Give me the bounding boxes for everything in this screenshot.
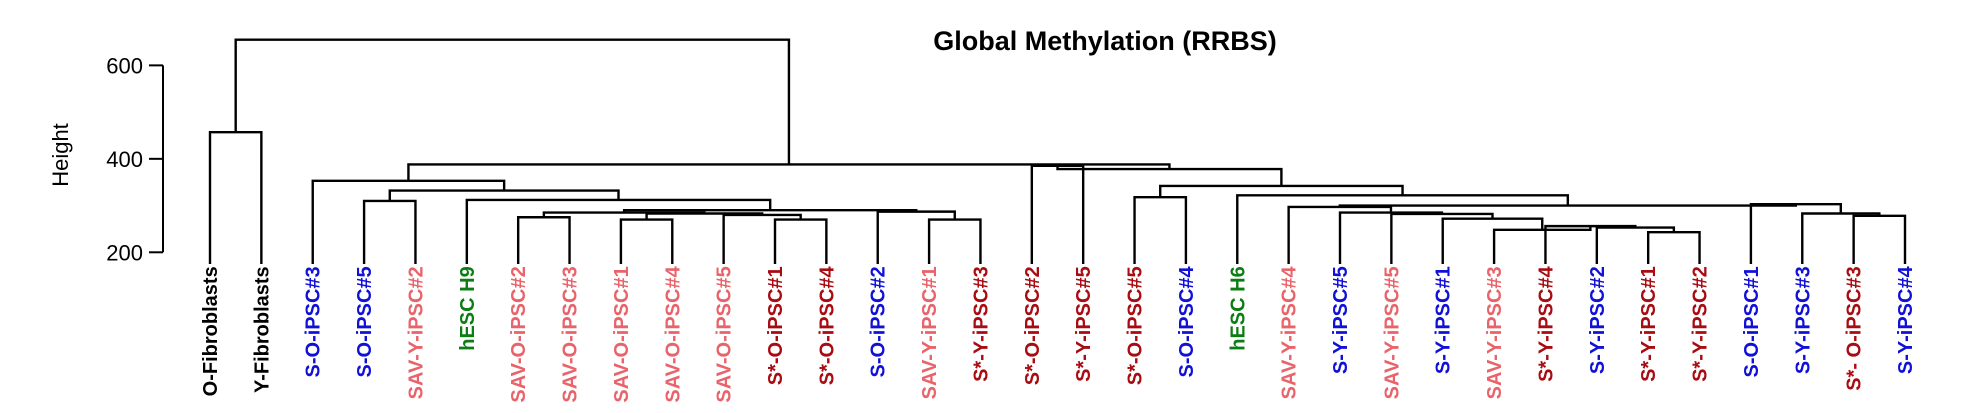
dendrogram-branch <box>1801 212 1881 264</box>
dendrogram-branch <box>619 218 674 264</box>
dendrogram-branch <box>311 179 506 264</box>
dendrogram-branch <box>1159 184 1404 198</box>
dendrogram-branch <box>773 218 828 264</box>
dendrogram-branch <box>1646 230 1701 264</box>
leaf-labels: O-Fibroblasts Y-Fibroblasts S-O-iPSC#3 S-O-… <box>200 265 1917 402</box>
leaf-label: SAV-O-iPSC#5 <box>714 266 736 402</box>
leaf-label: S-Y-iPSC#1 <box>1433 266 1455 374</box>
leaf-label: SAV-O-iPSC#2 <box>508 266 530 402</box>
leaf-label: SAV-Y-iPSC#3 <box>1484 266 1506 399</box>
dendrogram-branch <box>208 130 263 264</box>
dendrogram-branch <box>1492 226 1592 264</box>
chart-title: Global Methylation (RRBS) <box>933 26 1277 56</box>
dendrogram-branch <box>722 213 802 264</box>
leaf-label: hESC H6 <box>1227 266 1249 350</box>
dendrogram-branch <box>234 38 791 165</box>
dendrogram-branch <box>1390 212 1494 264</box>
leaf-label: SAV-Y-iPSC#2 <box>405 266 427 399</box>
y-axis: 200 400 600 <box>106 53 164 265</box>
leaf-label: S*-O-iPSC#1 <box>765 266 787 385</box>
leaf-label: Y-Fibroblasts <box>251 266 273 393</box>
leaf-label: S-Y-iPSC#4 <box>1895 265 1917 374</box>
dendrogram-branch <box>622 209 918 213</box>
leaf-label: SAV-Y-iPSC#1 <box>919 266 941 399</box>
leaf-label: S*-Y-iPSC#1 <box>1638 266 1660 382</box>
dendrogram-branch <box>1544 224 1637 264</box>
leaf-label: S*- O-iPSC#3 <box>1844 266 1866 390</box>
leaf-label: S-Y-iPSC#3 <box>1792 266 1814 374</box>
dendrogram-branch <box>1338 204 1798 207</box>
leaf-label: S*-O-iPSC#2 <box>1022 266 1044 385</box>
leaf-label: hESC H9 <box>457 266 479 350</box>
dendrogram-branch <box>362 199 417 264</box>
dendrogram-branch <box>927 218 982 264</box>
y-tick-label: 400 <box>106 147 143 172</box>
y-axis-label: Height <box>48 123 73 187</box>
leaf-label: S*-O-iPSC#5 <box>1125 266 1147 385</box>
dendrogram-branch <box>516 216 571 264</box>
dendrogram-branch <box>1030 164 1085 264</box>
leaf-label: S*-Y-iPSC#4 <box>1535 265 1557 381</box>
y-tick-label: 600 <box>106 53 143 78</box>
leaf-label: SAV-O-iPSC#1 <box>611 266 633 402</box>
dendrogram-branch <box>1133 195 1188 264</box>
leaf-label: SAV-O-iPSC#3 <box>560 266 582 402</box>
leaf-label: S-O-iPSC#3 <box>303 266 325 377</box>
leaf-label: O-Fibroblasts <box>200 266 222 396</box>
leaf-label: S-O-iPSC#5 <box>354 266 376 377</box>
leaf-label: S*-Y-iPSC#5 <box>1073 266 1095 382</box>
y-tick-label: 200 <box>106 240 143 265</box>
leaf-label: S*-O-iPSC#4 <box>816 265 838 385</box>
dendrogram-branch <box>1287 205 1393 264</box>
leaf-label: S-Y-iPSC#5 <box>1330 266 1352 374</box>
dendrogram-branch <box>1441 217 1544 264</box>
leaf-label: SAV-O-iPSC#4 <box>662 265 684 402</box>
leaf-label: SAV-Y-iPSC#4 <box>1279 265 1301 399</box>
dendrogram-branches <box>208 38 1907 264</box>
leaf-label: S-O-iPSC#1 <box>1741 266 1763 377</box>
leaf-label: S-O-iPSC#2 <box>868 266 890 377</box>
leaf-label: S-O-iPSC#4 <box>1176 265 1198 377</box>
dendrogram-branch <box>1852 214 1907 264</box>
leaf-label: SAV-Y-iPSC#5 <box>1381 266 1403 399</box>
dendrogram-branch <box>876 210 956 264</box>
leaf-label: S-Y-iPSC#2 <box>1587 266 1609 374</box>
leaf-label: S*-Y-iPSC#2 <box>1690 266 1712 382</box>
leaf-label: S*-Y-iPSC#3 <box>970 266 992 382</box>
